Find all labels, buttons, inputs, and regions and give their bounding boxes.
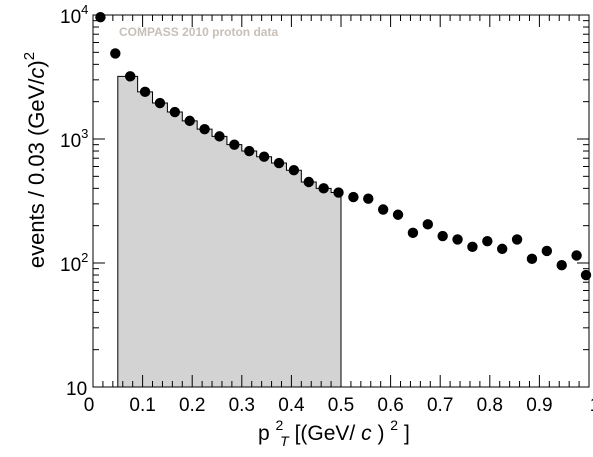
y-label-main: events / 0.03 (GeV/ (24, 78, 49, 268)
x-label-units: [(GeV/ (295, 422, 356, 445)
data-point (511, 234, 523, 245)
data-point (288, 165, 300, 176)
axis-ticks: 0 0.1 0.2 0.3 0.4 0.5 0.6 0.7 0.8 0.9 1 10 102 103 104 (60, 2, 593, 416)
y-label-superscript: 2 (21, 52, 38, 60)
x-label-superscript-2: 2 (390, 417, 398, 433)
x-axis-label: p 2 T [(GeV/ c ) 2 ] (258, 412, 410, 451)
x-label-p: p (258, 422, 270, 445)
data-point (541, 245, 553, 257)
data-point (273, 157, 285, 169)
data-point (229, 139, 240, 150)
data-point (580, 269, 592, 281)
data-point (214, 131, 225, 142)
x-label-close: ) (377, 422, 384, 445)
data-point (169, 106, 181, 118)
data-point (333, 187, 344, 198)
data-point (556, 259, 567, 271)
x-tick-label: 0.4 (278, 395, 305, 416)
x-tick-label: 0.7 (427, 395, 453, 416)
data-point (125, 71, 136, 82)
data-point (407, 227, 419, 239)
y-axis-label: events / 0.03 (GeV/c)2 (21, 52, 49, 268)
x-tick-label: 0.5 (328, 395, 354, 416)
data-point (363, 193, 374, 204)
x-tick-label: 0.2 (179, 395, 205, 416)
x-tick-label: 0.3 (229, 395, 255, 416)
y-label-c: c (24, 68, 49, 79)
data-point (95, 11, 106, 23)
data-point (526, 253, 538, 265)
data-point (110, 48, 121, 59)
x-tick-label: 0.6 (377, 395, 403, 416)
data-points (95, 11, 592, 281)
data-point (303, 176, 314, 188)
data-point (318, 183, 329, 194)
data-point (244, 145, 255, 157)
x-tick-label: 1 (590, 395, 593, 416)
data-point (199, 123, 210, 135)
chart-title: COMPASS 2010 proton data (119, 25, 278, 39)
data-point (467, 241, 478, 253)
y-tick-label: 103 (60, 126, 88, 152)
data-point (571, 250, 582, 261)
data-point (348, 191, 359, 203)
data-point (377, 204, 389, 215)
data-point (437, 230, 448, 242)
y-tick-label: 102 (60, 250, 88, 276)
data-point (392, 209, 404, 220)
x-tick-label: 0 (84, 395, 95, 416)
data-point (184, 115, 195, 127)
data-point (497, 243, 508, 255)
data-point (452, 234, 463, 245)
y-tick-label: 10 (66, 379, 87, 400)
x-tick-label: 0.8 (477, 395, 503, 416)
y-label-close: ) (24, 60, 49, 67)
x-label-superscript: 2 (276, 417, 284, 433)
x-label-end: ] (404, 422, 410, 445)
y-tick-label: 104 (60, 2, 88, 28)
x-label-subscript: T (280, 433, 290, 449)
shaded-histogram (117, 75, 342, 388)
x-tick-label: 0.9 (526, 395, 552, 416)
data-point (154, 97, 166, 109)
data-point (258, 151, 270, 162)
shaded-area (117, 75, 342, 388)
data-point (482, 235, 493, 247)
x-label-c: c (361, 422, 372, 445)
data-point (422, 219, 433, 230)
x-tick-label: 0.1 (129, 395, 155, 416)
data-point (139, 86, 151, 98)
